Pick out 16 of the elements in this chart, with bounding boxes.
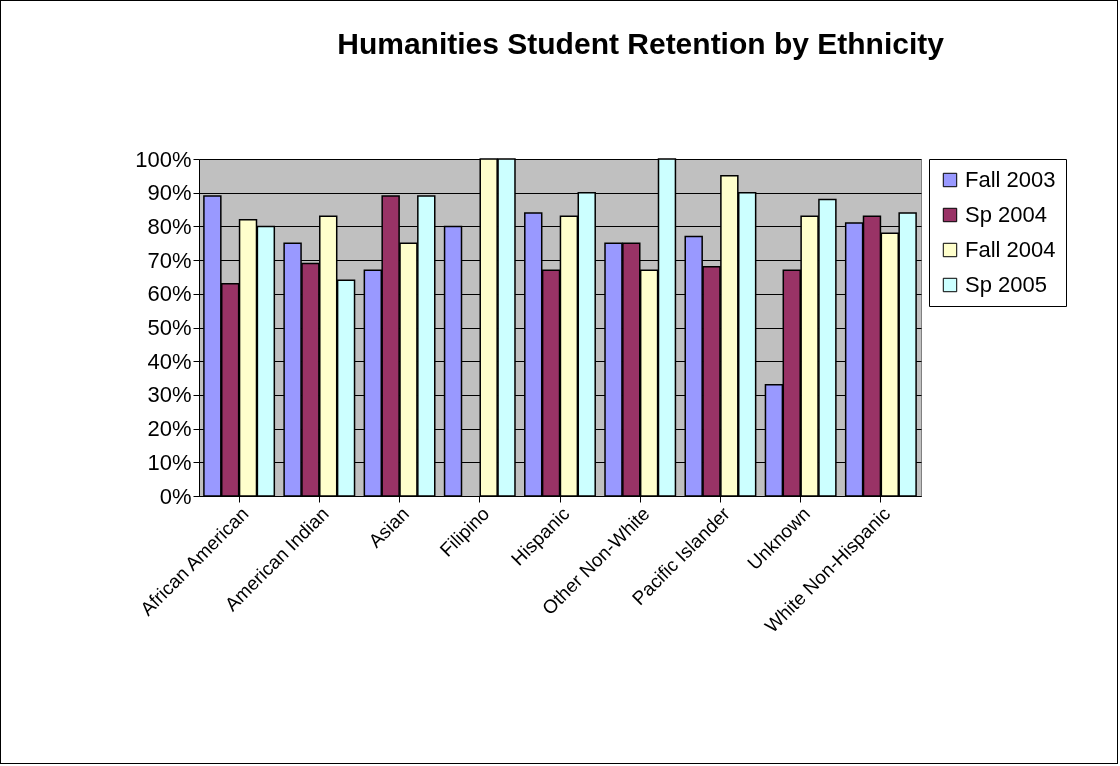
y-tick-label: 90% [147, 180, 192, 206]
y-tick-label: 20% [147, 416, 192, 442]
legend-label: Sp 2005 [965, 272, 1047, 297]
y-tick-label: 100% [135, 146, 192, 172]
y-tick-label: 30% [147, 382, 192, 408]
y-tick-label: 10% [147, 449, 192, 475]
y-tick-label: 60% [147, 281, 192, 307]
legend-label: Sp 2004 [965, 202, 1047, 227]
y-tick-label: 70% [147, 247, 192, 273]
legend-label: Fall 2004 [965, 237, 1056, 262]
y-tick-label: 0% [159, 483, 192, 509]
y-tick-label: 50% [147, 315, 192, 340]
chart-title: Humanities Student Retention by Ethnicity [337, 27, 945, 60]
y-tick-label: 80% [147, 213, 192, 239]
legend-label: Fall 2003 [965, 167, 1056, 192]
y-tick-label: 40% [147, 348, 192, 374]
